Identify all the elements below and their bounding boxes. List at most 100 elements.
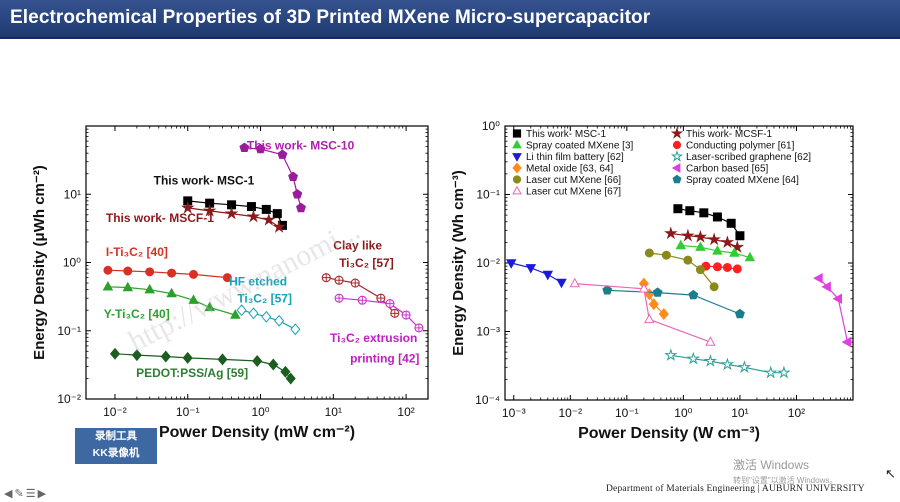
windows-watermark-line2: 转到"设置"以激活 Windows。 <box>733 476 838 485</box>
data-point <box>181 200 195 214</box>
data-point <box>204 301 215 312</box>
legend-marker <box>512 185 522 195</box>
data-point <box>182 351 193 364</box>
data-point <box>683 255 693 265</box>
chart-left: 10⁻² 10⁻¹ 10⁰ 10¹ 10² 10⁻² 10⁻¹ 10⁰ 10¹ Power Den… <box>31 125 429 441</box>
data-point <box>376 293 386 303</box>
y-tick-label: 10⁻¹ <box>57 324 81 338</box>
data-point <box>357 295 367 305</box>
x-tick-label: 10² <box>397 405 414 419</box>
data-point <box>813 272 823 284</box>
legend-marker <box>512 162 522 174</box>
legend-label: Conducting polymer [61] <box>686 141 795 152</box>
legend-label: Carbon based [65] <box>686 164 769 175</box>
menu-icon[interactable]: ☰ <box>25 488 38 500</box>
data-point <box>274 314 285 327</box>
data-point <box>160 350 171 363</box>
data-point <box>673 204 683 214</box>
legend-label: This work- MSC-1 <box>526 129 606 140</box>
data-point <box>321 273 331 283</box>
data-point <box>109 347 121 360</box>
data-point <box>699 208 709 218</box>
data-point <box>131 349 142 362</box>
data-point <box>272 209 282 219</box>
previous-slide-icon[interactable]: ◀ <box>4 488 15 500</box>
data-point <box>707 232 721 246</box>
data-point <box>288 171 298 181</box>
data-point <box>224 206 239 220</box>
legend-marker <box>512 153 522 162</box>
data-point <box>262 212 276 226</box>
legend-marker <box>512 129 522 138</box>
data-point <box>729 247 740 257</box>
data-point <box>644 248 654 258</box>
y-axis-label: Energy Density (μWh cm⁻²) <box>31 165 48 360</box>
data-point <box>122 281 134 292</box>
data-point <box>167 268 177 278</box>
windows-activation-watermark: 激活 Windows 转到"设置"以激活 Windows。 <box>733 456 837 486</box>
series-line <box>607 289 741 315</box>
annotation-label: Clay like <box>333 239 382 253</box>
data-point <box>268 358 279 371</box>
pen-icon[interactable]: ✎ <box>14 488 26 500</box>
series-line <box>574 283 711 343</box>
data-point <box>290 323 301 336</box>
windows-watermark-line1: 激活 Windows <box>733 458 810 472</box>
data-point <box>695 241 706 251</box>
data-point <box>385 299 395 309</box>
data-point <box>693 229 708 243</box>
y-tick-label: 10⁰ <box>482 119 500 133</box>
data-point <box>658 308 669 320</box>
legend-label: Laser-scribed graphene [62] <box>686 152 811 163</box>
data-point <box>832 293 842 305</box>
annotation-label: Ti₃C₂ [57] <box>237 291 292 305</box>
annotation-label: I-Ti₃C₂ [40] <box>106 245 168 259</box>
annotation-label: This work- MSCF-1 <box>106 211 214 225</box>
data-point <box>821 281 831 293</box>
data-point <box>703 353 718 367</box>
data-point <box>103 265 113 275</box>
annotation-label: PEDOT:PSS/Ag [59] <box>136 366 248 380</box>
legend-marker <box>512 139 522 149</box>
data-point <box>712 212 722 222</box>
next-slide-icon[interactable]: ▶ <box>37 488 49 500</box>
legend-label: Laser cut MXene [67] <box>526 187 621 198</box>
recorder-badge: 录制工具 KK录像机 <box>75 428 157 464</box>
x-tick-label: 10¹ <box>325 405 342 419</box>
data-point <box>542 270 554 281</box>
data-point <box>189 269 199 279</box>
y-tick-label: 10⁻¹ <box>476 188 500 202</box>
data-point <box>166 287 177 298</box>
x-axis-label: Power Density (mW cm⁻²) <box>159 424 355 441</box>
data-point <box>280 365 291 378</box>
data-point <box>145 267 155 277</box>
data-point <box>292 189 303 199</box>
legend-marker <box>670 149 684 162</box>
data-point <box>720 357 735 371</box>
data-point <box>737 360 752 374</box>
data-point <box>602 285 613 295</box>
data-point <box>648 298 659 311</box>
data-point <box>239 142 250 152</box>
x-tick-label: 10⁰ <box>674 406 692 420</box>
slide-footer: Department of Materials Engineering | AU… <box>606 484 865 494</box>
data-point <box>401 310 411 320</box>
x-tick-label: 10² <box>788 406 805 420</box>
data-point <box>296 202 306 213</box>
data-point <box>236 304 247 317</box>
y-tick-label: 10⁰ <box>63 256 81 270</box>
data-point <box>246 202 256 212</box>
y-axis-label: Energy Density (Wh cm⁻³) <box>450 170 467 355</box>
data-point <box>255 143 266 154</box>
x-tick-label: 10⁰ <box>251 405 269 419</box>
legend-marker <box>670 126 684 139</box>
plot-frame <box>85 125 429 400</box>
data-point <box>569 277 581 288</box>
recorder-badge-line1: 录制工具 <box>95 430 137 442</box>
data-point <box>230 309 241 319</box>
slide-nav-toolbar[interactable]: ◀✎☰▶ <box>4 487 48 500</box>
x-tick-label: 10⁻² <box>103 405 127 419</box>
data-point <box>644 313 655 324</box>
annotation-label: This work- MSC-10 <box>247 139 355 153</box>
